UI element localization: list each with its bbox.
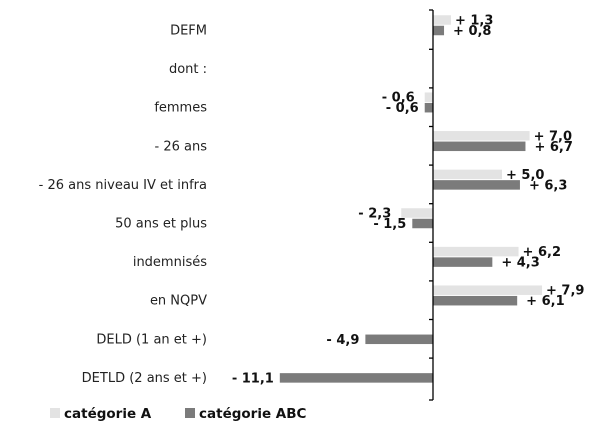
category-labels-group: DEFM dont : femmes - 26 ans - 26 ans niveau … <box>39 24 208 386</box>
legend-swatch-categorie-abc <box>185 408 195 418</box>
value-label-categorie-abc-femmes: - 0,6 <box>386 101 419 116</box>
bar-categorie-abc-26-ans-niveau-iv-et-infra <box>433 180 520 190</box>
value-label-categorie-a-50-ans-et-plus: - 2,3 <box>358 207 391 222</box>
category-label-26-ans: - 26 ans <box>155 139 208 154</box>
bar-categorie-abc-en-nqpv <box>433 295 518 306</box>
category-label-en-nqpv: en NQPV <box>150 294 207 309</box>
value-label-categorie-abc-deld-1-an-et: - 4,9 <box>326 333 359 348</box>
bar-categorie-abc-26-ans <box>433 141 526 152</box>
bar-categorie-abc-indemnises <box>433 257 493 267</box>
value-label-categorie-a-indemnises: + 6,2 <box>523 245 561 260</box>
legend-label-categorie-abc: catégorie ABC <box>199 406 307 422</box>
bar-categorie-a-26-ans-niveau-iv-et-infra <box>433 169 502 180</box>
legend-swatch-categorie-a <box>50 408 60 418</box>
value-label-categorie-abc-26-ans: + 6,7 <box>534 140 572 155</box>
category-label-deld-1-an-et: DELD (1 an et +) <box>96 332 207 347</box>
bar-categorie-abc-50-ans-et-plus <box>412 218 433 229</box>
value-label-categorie-abc-50-ans-et-plus: - 1,5 <box>373 217 406 232</box>
value-label-categorie-a-en-nqpv: + 7,9 <box>546 284 584 299</box>
value-labels-group: + 1,3 - 0,6 + 7,0 + 5,0 - 2,3 + 6,2 + 7,9 + 0,8… <box>232 14 585 387</box>
bar-categorie-abc-defm <box>433 25 445 36</box>
value-label-categorie-abc-en-nqpv: + 6,1 <box>526 294 564 309</box>
value-label-categorie-abc-indemnises: + 4,3 <box>501 256 539 271</box>
bar-categorie-a-en-nqpv <box>433 285 543 295</box>
category-label-26-ans-niveau-iv-et-infra: - 26 ans niveau IV et infra <box>39 178 207 193</box>
bar-categorie-abc-deld-1-an-et <box>365 334 433 345</box>
category-label-femmes: femmes <box>154 101 207 116</box>
value-label-categorie-a-26-ans: + 7,0 <box>534 129 572 144</box>
value-label-categorie-a-26-ans-niveau-iv-et-infra: + 5,0 <box>506 168 544 183</box>
legend: catégorie A catégorie ABC <box>50 406 307 422</box>
category-label-detld-2-ans-et: DETLD (2 ans et +) <box>82 371 207 386</box>
bars-group <box>279 15 543 383</box>
value-label-categorie-a-defm: + 1,3 <box>455 14 493 29</box>
bar-categorie-a-femmes <box>424 92 433 102</box>
bar-categorie-a-indemnises <box>433 246 519 257</box>
category-label-defm: DEFM <box>170 24 207 39</box>
category-label-dont: dont : <box>169 62 207 77</box>
category-label-indemnises: indemnisés <box>133 255 207 270</box>
bar-categorie-a-26-ans <box>433 131 530 141</box>
legend-label-categorie-a: catégorie A <box>64 406 152 422</box>
value-label-categorie-abc-defm: + 0,8 <box>453 24 491 39</box>
bar-categorie-abc-detld-2-ans-et <box>279 373 433 383</box>
bar-categorie-a-50-ans-et-plus <box>401 208 433 218</box>
bar-categorie-abc-femmes <box>424 102 433 113</box>
zero-axis-group <box>429 9 434 401</box>
value-label-categorie-abc-detld-2-ans-et: - 11,1 <box>232 371 274 386</box>
value-label-categorie-a-femmes: - 0,6 <box>382 91 415 106</box>
category-label-50-ans-et-plus: 50 ans et plus <box>115 217 207 232</box>
bar-categorie-a-defm <box>433 15 451 25</box>
value-label-categorie-abc-26-ans-niveau-iv-et-infra: + 6,3 <box>529 178 567 193</box>
